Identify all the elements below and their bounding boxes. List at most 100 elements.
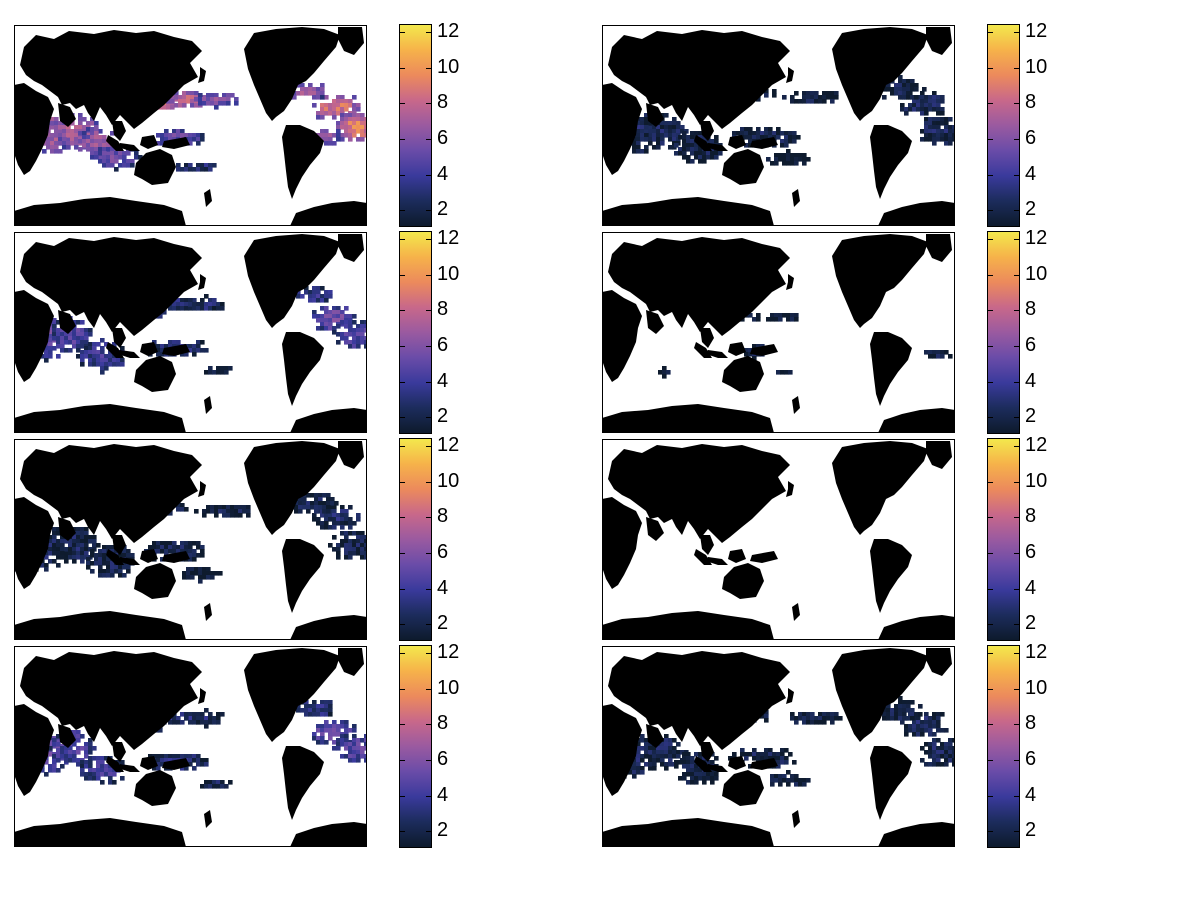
data-cell xyxy=(72,555,77,560)
data-cell xyxy=(686,147,691,152)
data-cell xyxy=(40,768,45,773)
data-cell xyxy=(66,137,71,142)
data-cell xyxy=(644,149,649,154)
data-cell xyxy=(148,754,153,759)
data-cell xyxy=(918,712,923,717)
colorbar-tick-label: 10 xyxy=(437,262,460,285)
data-cell xyxy=(82,143,87,148)
data-cell xyxy=(778,153,783,158)
colorbar-tick-mark xyxy=(400,239,405,241)
data-cell xyxy=(222,505,227,510)
data-cell xyxy=(114,167,119,172)
data-cell xyxy=(172,716,177,721)
data-cell xyxy=(108,780,113,785)
data-cell xyxy=(208,780,213,785)
data-cell xyxy=(80,559,85,564)
data-cell xyxy=(672,754,677,759)
data-cell xyxy=(344,539,349,544)
data-cell xyxy=(826,95,831,100)
data-cell xyxy=(784,370,789,375)
data-cell xyxy=(792,135,797,140)
data-cell xyxy=(328,141,333,146)
data-cell xyxy=(242,505,247,510)
data-cell xyxy=(932,746,937,751)
data-cell xyxy=(234,505,239,510)
data-cell xyxy=(328,111,333,116)
data-cell xyxy=(636,149,641,154)
data-cell xyxy=(226,93,231,98)
data-cell xyxy=(660,125,665,130)
data-cell xyxy=(924,762,929,767)
data-cell xyxy=(316,91,321,96)
data-cell xyxy=(928,137,933,142)
data-cell xyxy=(714,756,719,761)
data-cell xyxy=(182,103,187,108)
data-cell xyxy=(928,728,933,733)
data-cell xyxy=(344,113,349,118)
data-cell xyxy=(172,549,177,554)
data-cell xyxy=(320,704,325,709)
data-cell xyxy=(80,350,85,355)
data-cell xyxy=(178,99,183,104)
colorbar-tick-mark xyxy=(400,653,405,655)
landmass-arabia xyxy=(58,517,76,541)
data-cell xyxy=(320,513,325,518)
data-cell xyxy=(114,151,119,156)
data-cell xyxy=(782,774,787,779)
colorbar-gradient xyxy=(987,438,1020,641)
data-cell xyxy=(830,720,835,725)
data-cell xyxy=(636,754,641,759)
data-cell xyxy=(100,338,105,343)
data-cell xyxy=(312,294,317,299)
data-cell xyxy=(324,107,329,112)
data-cell xyxy=(58,149,63,154)
data-cell xyxy=(928,750,933,755)
data-cell xyxy=(818,712,823,717)
data-cell xyxy=(200,133,205,138)
data-cell xyxy=(96,772,101,777)
data-cell xyxy=(184,766,189,771)
data-cell xyxy=(340,310,345,315)
data-cell xyxy=(168,720,173,725)
data-cell xyxy=(332,513,337,518)
data-cell xyxy=(902,95,907,100)
data-cell xyxy=(188,306,193,311)
data-cell xyxy=(246,505,251,510)
data-cell xyxy=(936,720,941,725)
colorbar-tick-mark xyxy=(988,67,993,69)
data-cell xyxy=(690,143,695,148)
data-cell xyxy=(364,535,367,540)
data-cell xyxy=(328,704,333,709)
data-cell xyxy=(776,370,781,375)
data-cell xyxy=(778,778,783,783)
data-cell xyxy=(710,147,715,152)
data-cell xyxy=(56,768,61,773)
colorbar-tick-mark xyxy=(426,67,431,69)
data-cell xyxy=(352,724,357,729)
data-cell xyxy=(936,716,941,721)
data-cell xyxy=(334,501,339,506)
data-cell xyxy=(308,712,313,717)
data-cell xyxy=(928,99,933,104)
colorbar-tick-mark xyxy=(988,417,993,419)
data-cell xyxy=(206,571,211,576)
data-cell xyxy=(208,784,213,789)
data-cell xyxy=(740,131,745,136)
data-cell xyxy=(50,125,55,130)
colorbar-tick-mark xyxy=(1014,446,1019,448)
data-cell xyxy=(340,336,345,341)
data-cell xyxy=(776,756,781,761)
data-cell xyxy=(352,750,357,755)
data-cell xyxy=(312,704,317,709)
data-cell xyxy=(320,111,325,116)
data-cell xyxy=(348,344,353,349)
colorbar-tick-mark xyxy=(426,552,431,554)
colorbar-tick-mark xyxy=(988,274,993,276)
data-cell xyxy=(752,135,757,140)
data-cell xyxy=(46,145,51,150)
data-cell xyxy=(84,742,89,747)
data-cell xyxy=(60,551,65,556)
data-cell xyxy=(88,756,93,761)
data-cell xyxy=(902,83,907,88)
data-cell xyxy=(714,151,719,156)
